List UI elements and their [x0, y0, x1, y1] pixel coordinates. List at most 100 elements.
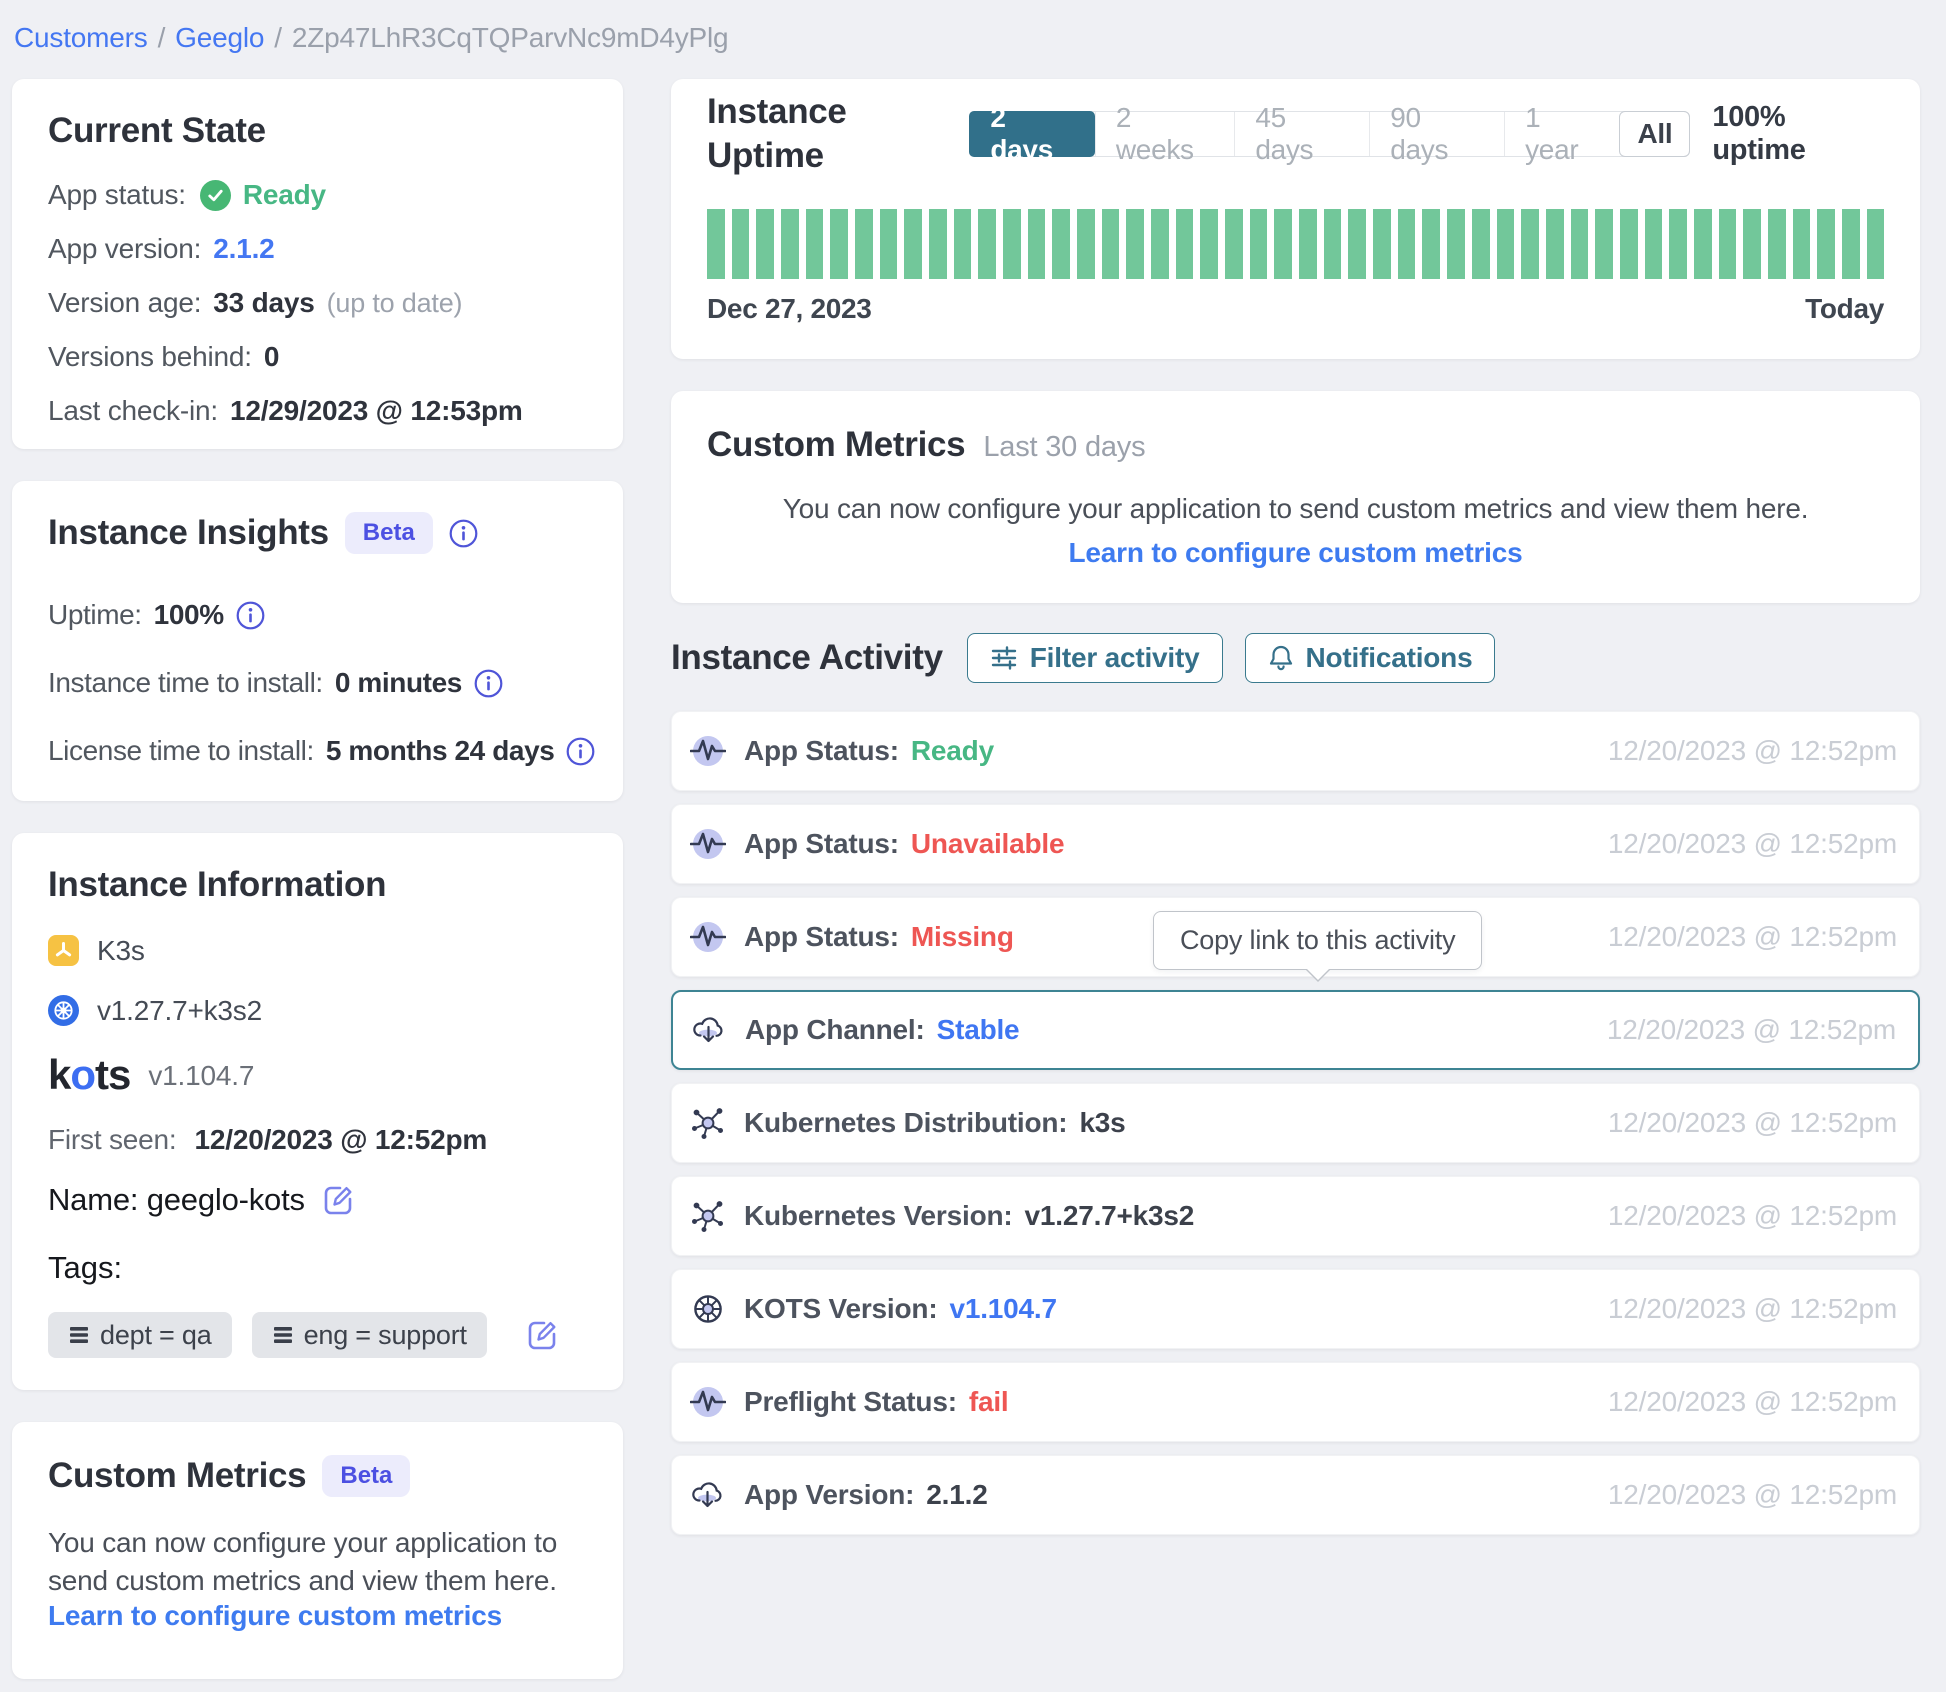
instance-uptime-title: Instance Uptime: [707, 92, 847, 175]
uptime-range-button[interactable]: All: [1619, 111, 1691, 157]
k3s-icon: [48, 935, 79, 966]
insight-item: Instance time to install: 0 minutes: [48, 667, 587, 699]
uptime-summary: 100% uptime: [1712, 101, 1806, 166]
tags-label: Tags:: [48, 1250, 123, 1285]
info-icon[interactable]: [566, 737, 595, 766]
pulse-icon: [690, 733, 726, 769]
activity-timestamp: 12/20/2023 @ 12:52pm: [1607, 1107, 1897, 1138]
insight-value: 0 minutes: [334, 667, 463, 698]
activity-row[interactable]: App Status: Unavailable 12/20/2023 @ 12:…: [671, 804, 1920, 884]
current-state-row: Version age: 33 days (up to date): [48, 287, 587, 319]
first-seen-row: First seen: 12/20/2023 @ 12:52pm: [48, 1123, 587, 1156]
filter-icon: [991, 646, 1016, 670]
activity-row[interactable]: Preflight Status: fail 12/20/2023 @ 12:5…: [671, 1362, 1920, 1442]
beta-badge: Beta: [322, 1455, 411, 1497]
tag-chip: eng = support: [251, 1312, 487, 1358]
info-icon[interactable]: [449, 519, 478, 548]
activity-timestamp: 12/20/2023 @ 12:52pm: [1607, 1200, 1897, 1231]
uptime-range-button[interactable]: 1 year: [1504, 102, 1619, 165]
row-value: 33 days: [213, 287, 315, 318]
breadcrumb-customers[interactable]: Customers: [14, 22, 148, 53]
row-label: Versions behind:: [48, 341, 252, 372]
insight-label: Uptime:: [48, 599, 142, 630]
tag-icon: [273, 1327, 292, 1343]
card-instance-uptime: Instance Uptime 2 days 2 weeks 45 days 90 d…: [671, 79, 1920, 359]
row-label: Last check-in:: [48, 395, 218, 426]
custom-metrics-right-body: You can now configure your application t…: [782, 493, 1809, 524]
breadcrumb-instance-id: 2Zp47LhR3CqTQParvNc9mD4yPlg: [291, 22, 729, 53]
activity-row[interactable]: KOTS Version: v1.104.7 12/20/2023 @ 12:5…: [671, 1269, 1920, 1349]
row-label: App version:: [48, 233, 202, 264]
check-circle-icon: [199, 179, 231, 211]
current-state-title: Current State: [48, 111, 266, 150]
card-instance-insights: Instance Insights Beta Uptime: 100% Inst…: [12, 481, 623, 801]
kots-logo: kots: [48, 1051, 131, 1098]
insight-item: License time to install: 5 months 24 day…: [48, 735, 595, 767]
insight-value: 5 months 24 days: [325, 735, 555, 766]
info-icon[interactable]: [474, 669, 503, 698]
activity-row[interactable]: App Status: Ready 12/20/2023 @ 12:52pm: [671, 711, 1920, 791]
activity-timestamp: 12/20/2023 @ 12:52pm: [1607, 1479, 1897, 1510]
current-state-row: Last check-in: 12/29/2023 @ 12:53pm: [48, 395, 587, 427]
activity-timestamp: 12/20/2023 @ 12:52pm: [1607, 1293, 1897, 1324]
kubernetes-version-row: v1.27.7+k3s2: [48, 994, 587, 1027]
uptime-range-group: 2 days 2 weeks 45 days 90 days 1 year All: [969, 102, 1691, 165]
kubernetes-version: v1.27.7+k3s2: [97, 995, 262, 1026]
activity-row[interactable]: App Channel: Stable 12/20/2023 @ 12:52pm: [671, 990, 1920, 1070]
activity-value: fail: [968, 1386, 1009, 1417]
tags-list: dept = qa eng = support: [48, 1312, 487, 1358]
custom-metrics-right-title: Custom Metrics: [707, 425, 966, 464]
card-custom-metrics-left: Custom Metrics Beta You can now configur…: [12, 1422, 623, 1679]
activity-row[interactable]: Kubernetes Version: v1.27.7+k3s2 12/20/2…: [671, 1176, 1920, 1256]
activity-value: k3s: [1079, 1107, 1126, 1138]
row-label: Version age:: [48, 287, 202, 318]
row-value: 12/29/2023 @ 12:53pm: [229, 395, 523, 426]
activity-label: App Version:: [744, 1479, 915, 1510]
card-instance-information: Instance Information K3s v1.27.7+k3s2 ko…: [12, 833, 623, 1390]
activity-label: App Channel:: [745, 1014, 925, 1045]
uptime-bar-chart: [707, 209, 1885, 279]
configure-custom-metrics-link[interactable]: Learn to configure custom metrics: [48, 1600, 502, 1631]
custom-metrics-left-title: Custom Metrics: [48, 1456, 307, 1495]
k3s-label: K3s: [97, 935, 145, 966]
activity-timestamp: 12/20/2023 @ 12:52pm: [1607, 828, 1897, 859]
row-value: Ready: [242, 179, 326, 210]
uptime-range-button[interactable]: 2 weeks: [1094, 102, 1234, 165]
breadcrumb-separator: /: [157, 22, 166, 53]
activity-list: App Status: Ready 12/20/2023 @ 12:52pm A…: [671, 711, 1920, 1535]
breadcrumb-app[interactable]: Geeglo: [175, 22, 265, 53]
first-seen-label: First seen:: [48, 1124, 177, 1155]
kots-version: v1.104.7: [148, 1059, 255, 1091]
activity-row[interactable]: Kubernetes Distribution: k3s 12/20/2023 …: [671, 1083, 1920, 1163]
cloud-download-icon: [691, 1012, 727, 1048]
info-icon[interactable]: [236, 601, 265, 630]
activity-label: Preflight Status:: [744, 1386, 957, 1417]
activity-label: App Status:: [744, 921, 899, 952]
pulse-icon: [690, 1384, 726, 1420]
uptime-range-button[interactable]: 2 days: [969, 102, 1095, 165]
activity-value: 2.1.2: [926, 1479, 988, 1510]
card-current-state: Current State App status: Ready App vers…: [12, 79, 623, 449]
filter-activity-button[interactable]: Filter activity: [966, 633, 1223, 683]
activity-value: v1.104.7: [949, 1293, 1057, 1324]
pulse-icon: [690, 919, 726, 955]
pulse-icon: [690, 826, 726, 862]
uptime-start-label: Dec 27, 2023: [707, 293, 872, 324]
insights-list: Uptime: 100% Instance time to install: 0…: [48, 599, 595, 767]
activity-label: App Status:: [744, 828, 899, 859]
configure-custom-metrics-link[interactable]: Learn to configure custom metrics: [1068, 537, 1523, 568]
insight-value: 100%: [153, 599, 224, 630]
activity-timestamp: 12/20/2023 @ 12:52pm: [1606, 1014, 1896, 1045]
tag-text: eng = support: [303, 1319, 467, 1350]
card-custom-metrics-right: Custom Metrics Last 30 days You can now …: [671, 391, 1920, 603]
activity-row[interactable]: App Version: 2.1.2 12/20/2023 @ 12:52pm: [671, 1455, 1920, 1535]
uptime-range-button[interactable]: 90 days: [1369, 102, 1504, 165]
instance-activity-title: Instance Activity: [671, 638, 943, 677]
current-state-row: Versions behind: 0: [48, 341, 587, 373]
edit-tags-icon[interactable]: [525, 1318, 559, 1352]
insight-item: Uptime: 100%: [48, 599, 587, 631]
uptime-range-button[interactable]: 45 days: [1234, 102, 1369, 165]
activity-timestamp: 12/20/2023 @ 12:52pm: [1607, 1386, 1897, 1417]
edit-name-icon[interactable]: [321, 1183, 355, 1217]
notifications-button[interactable]: Notifications: [1244, 633, 1496, 683]
